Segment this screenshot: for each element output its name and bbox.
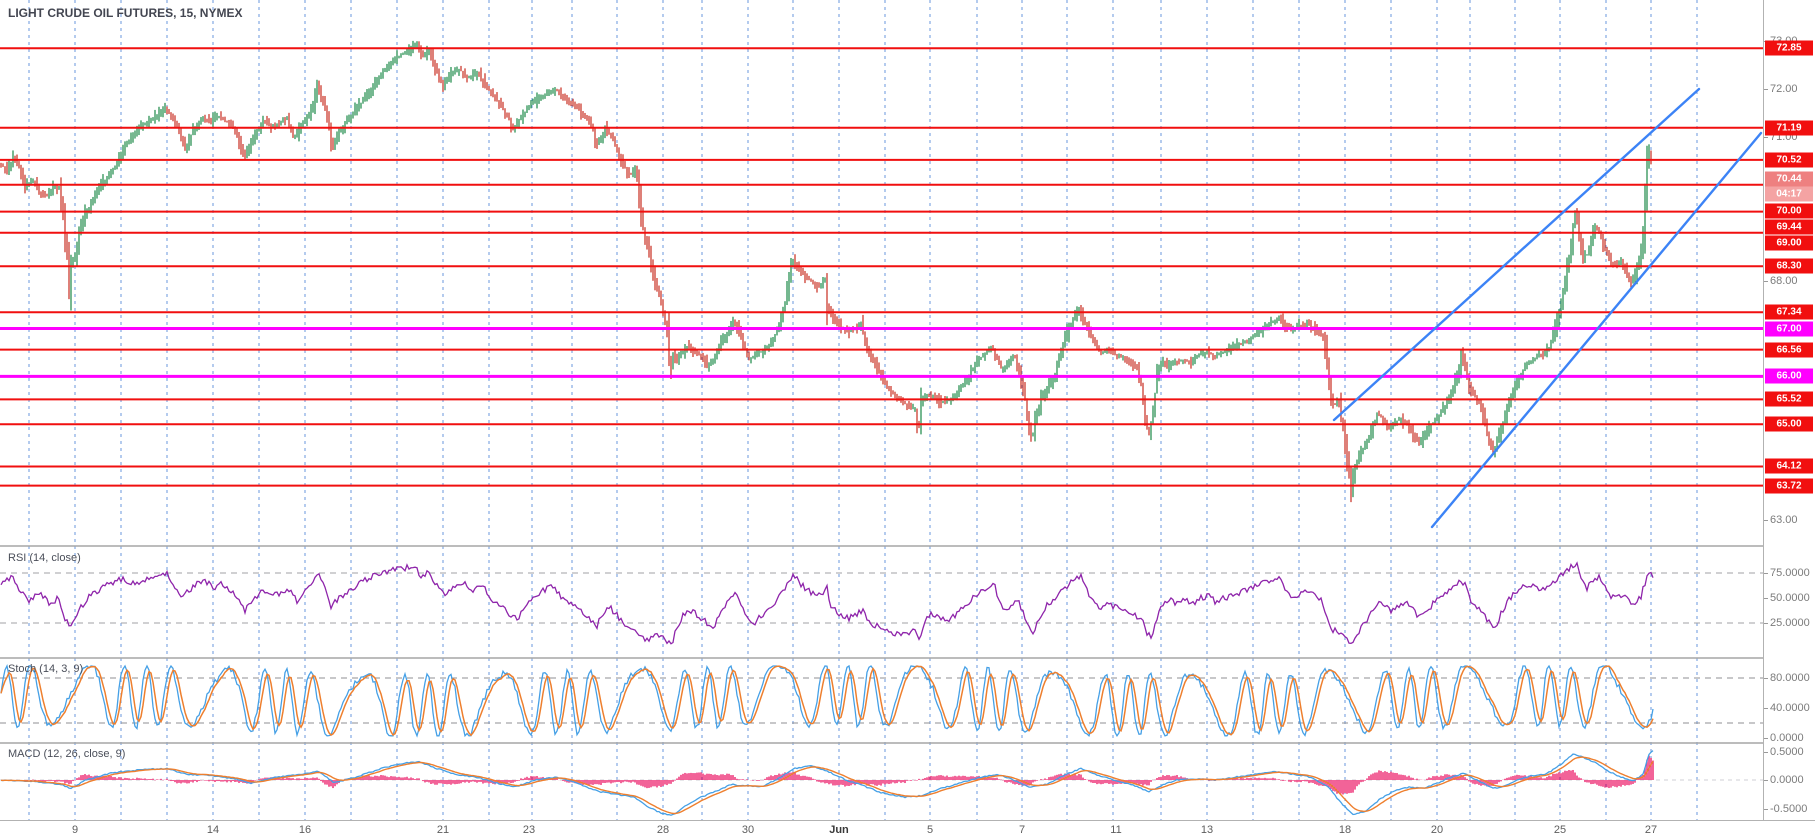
current-price-badge: 70.44	[1765, 171, 1813, 187]
stoch-pane-label[interactable]: Stoch (14, 3, 9)	[8, 663, 84, 675]
date-label-30: 30	[741, 824, 755, 836]
candlesticks-layer	[0, 40, 1652, 503]
price-tick-63.00: 63.00	[1764, 514, 1798, 527]
main-price-pane[interactable]	[0, 0, 1763, 546]
level-badge-65.00: 65.00	[1765, 416, 1813, 432]
rsi-line	[0, 561, 1654, 645]
date-label-13: 13	[1200, 824, 1214, 836]
date-label-27: 27	[1644, 824, 1658, 836]
level-badge-63.72: 63.72	[1765, 478, 1813, 494]
rsi-pane[interactable]	[0, 546, 1763, 658]
date-label-20: 20	[1430, 824, 1444, 836]
date-label-21: 21	[436, 824, 450, 836]
date-label-9: 9	[71, 824, 79, 836]
rsi-tick-75.0000: 75.0000	[1764, 567, 1810, 579]
time-axis[interactable]: 9 14 16 21 23 28 30 Jun 5 7 11 13 18 20 25 27	[0, 820, 1815, 840]
level-badge-71.19: 71.19	[1765, 120, 1813, 136]
date-label-11: 11	[1110, 824, 1122, 836]
level-badge-69.00: 69.00	[1765, 235, 1813, 251]
symbol-title: LIGHT CRUDE OIL FUTURES, 15, NYMEX	[8, 6, 243, 20]
macd-pane-label[interactable]: MACD (12, 26, close, 9)	[8, 748, 126, 760]
date-label-23: 23	[522, 824, 536, 836]
price-level-lines	[0, 47, 1763, 487]
level-badge-67.34: 67.34	[1765, 304, 1813, 320]
rsi-pane-label[interactable]: RSI (14, close)	[8, 552, 81, 564]
date-label-25: 25	[1553, 824, 1567, 836]
date-label-7: 7	[1018, 824, 1026, 836]
level-badge-66.56: 66.56	[1765, 342, 1813, 358]
level-badge-66.00: 66.00	[1765, 368, 1813, 384]
level-badge-64.12: 64.12	[1765, 458, 1813, 474]
stoch-tick-0.0000: 0.0000	[1764, 732, 1804, 744]
stoch-tick-40.0000: 40.0000	[1764, 702, 1810, 714]
stoch-tick-80.0000: 80.0000	[1764, 672, 1810, 684]
macd-pane[interactable]	[0, 743, 1763, 820]
level-badge-72.85: 72.85	[1765, 40, 1813, 56]
rsi-tick-25.0000: 25.0000	[1764, 617, 1810, 629]
stoch-d-line	[0, 665, 1654, 737]
date-label-5: 5	[926, 824, 934, 836]
macd-tick-0.5000: 0.5000	[1764, 745, 1804, 758]
macd-line	[0, 750, 1654, 816]
date-label-18: 18	[1338, 824, 1352, 836]
stoch-k-line	[0, 664, 1654, 738]
level-badge-70.52: 70.52	[1765, 152, 1813, 168]
stoch-pane[interactable]	[0, 658, 1763, 743]
countdown-badge: 04:17	[1765, 186, 1813, 202]
date-label-14: 14	[206, 824, 220, 836]
trend-line-2[interactable]	[1430, 131, 1763, 529]
date-label-Jun: Jun	[829, 824, 849, 836]
macd-tick-0.0000: 0.0000	[1764, 774, 1804, 786]
level-badge-67.00: 67.00	[1765, 321, 1813, 336]
price-tick-68.00: 68.00	[1764, 274, 1798, 287]
date-label-28: 28	[656, 824, 670, 836]
macd-signal-line	[0, 756, 1654, 815]
level-badge-70.00: 70.00	[1765, 203, 1813, 219]
level-badge-65.52: 65.52	[1765, 391, 1813, 407]
level-badge-68.30: 68.30	[1765, 258, 1813, 274]
price-axis[interactable]: 70.44 04:17 73.0072.0071.0068.0063.0075.…	[1763, 0, 1815, 820]
price-tick-72.00: 72.00	[1764, 83, 1798, 95]
date-label-16: 16	[298, 824, 312, 836]
macd-tick--0.5000: -0.5000	[1763, 802, 1808, 815]
trend-line-1[interactable]	[1332, 87, 1701, 422]
level-badge-69.44: 69.44	[1765, 219, 1813, 235]
rsi-tick-50.0000: 50.0000	[1764, 592, 1810, 604]
